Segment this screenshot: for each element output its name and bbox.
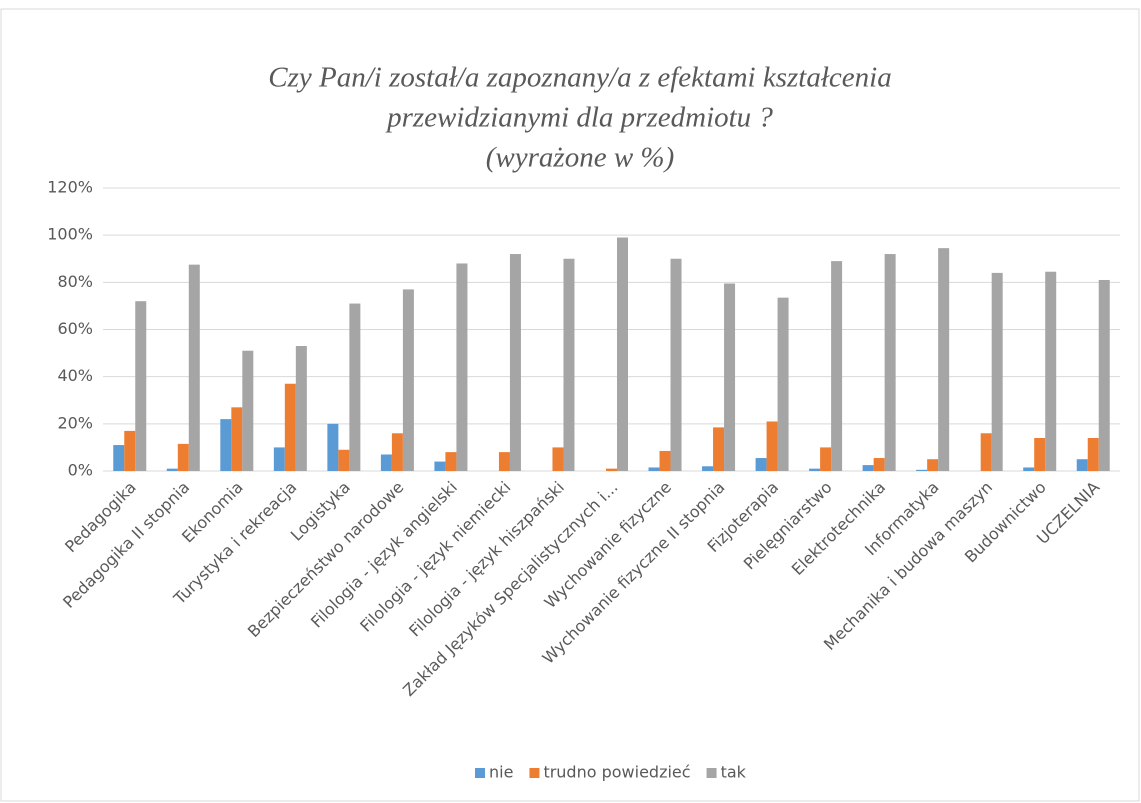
- bar: [284, 383, 296, 471]
- bar: [188, 264, 200, 471]
- bar: [273, 447, 285, 471]
- bar: [242, 350, 254, 471]
- bar: [820, 447, 832, 471]
- bar: [498, 452, 510, 471]
- bar: [809, 468, 821, 471]
- legend-swatch: [529, 768, 540, 778]
- bar: [1087, 437, 1099, 471]
- bar: [991, 272, 1003, 471]
- bar: [509, 254, 521, 471]
- chart-title: przewidzianymi dla przedmiotu ?: [385, 102, 773, 134]
- bar: [916, 469, 928, 471]
- bar: [552, 447, 564, 471]
- bar: [659, 450, 671, 471]
- bar: [349, 303, 361, 471]
- bar: [724, 283, 736, 471]
- y-tick-label: 20%: [57, 413, 93, 432]
- bar: [1034, 437, 1046, 471]
- chart-title: Czy Pan/i został/a zapoznany/a z efektam…: [268, 62, 891, 94]
- bar: [231, 407, 243, 471]
- bar: [391, 433, 403, 471]
- bar: [766, 421, 778, 471]
- bar: [884, 254, 896, 471]
- bar: [862, 465, 874, 471]
- bar: [327, 423, 339, 471]
- bar: [670, 258, 682, 471]
- bar: [135, 301, 147, 471]
- bar: [166, 468, 178, 471]
- bar: [220, 419, 232, 471]
- chart-title: (wyrażone w %): [486, 142, 674, 174]
- bar: [295, 346, 307, 471]
- bar: [434, 461, 446, 471]
- bar: [980, 433, 992, 471]
- bar: [617, 237, 628, 471]
- legend-swatch: [706, 768, 717, 778]
- bar: [938, 248, 950, 471]
- bar: [456, 263, 468, 471]
- bar: [563, 258, 575, 471]
- bar: [113, 445, 125, 471]
- legend-swatch: [475, 768, 485, 778]
- bar: [1045, 271, 1057, 471]
- bar: [177, 443, 189, 471]
- y-tick-label: 80%: [57, 272, 93, 291]
- legend-label: nie: [489, 763, 513, 782]
- bar: [1098, 279, 1110, 471]
- bar: [873, 458, 885, 471]
- bar: [606, 468, 617, 471]
- bar: [713, 427, 725, 471]
- y-tick-label: 0%: [68, 461, 93, 480]
- bar: [1076, 459, 1088, 471]
- y-tick-label: 40%: [57, 366, 93, 385]
- bar: [380, 454, 392, 471]
- y-tick-label: 60%: [57, 319, 93, 338]
- bar: [338, 449, 350, 471]
- bar: [702, 466, 714, 471]
- bar: [777, 297, 789, 471]
- bar: [831, 261, 843, 471]
- bar: [402, 289, 414, 471]
- bar: [1023, 467, 1035, 471]
- bar: [124, 430, 136, 471]
- bar: [445, 452, 457, 471]
- bar: [755, 458, 767, 471]
- y-tick-label: 120%: [47, 178, 93, 197]
- bar: [648, 467, 660, 471]
- legend-label: trudno powiedzieć: [543, 763, 690, 782]
- legend-label: tak: [721, 763, 747, 782]
- y-tick-label: 100%: [47, 225, 93, 244]
- bar: [927, 459, 939, 471]
